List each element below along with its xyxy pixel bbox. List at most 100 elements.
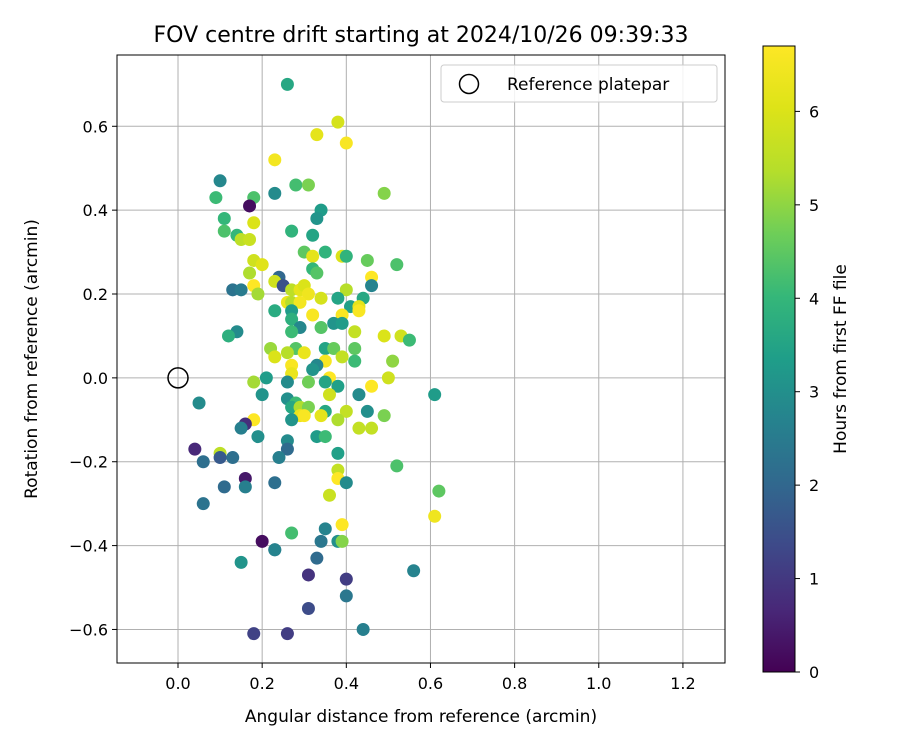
y-tick-label: 0.4 — [83, 201, 108, 220]
x-tick-label: 1.2 — [670, 674, 695, 693]
data-point — [243, 199, 257, 213]
data-point — [255, 388, 269, 402]
data-point — [259, 371, 273, 385]
data-point — [377, 186, 391, 200]
y-tick-label: −0.6 — [69, 620, 108, 639]
data-point — [268, 543, 282, 557]
data-point — [381, 371, 395, 385]
data-point — [297, 346, 311, 360]
data-point — [314, 534, 328, 548]
grid — [117, 55, 725, 663]
x-tick-label: 0.6 — [418, 674, 443, 693]
y-tick-label: −0.2 — [69, 453, 108, 472]
data-point — [301, 178, 315, 192]
colorbar-ticks: 0 1 2 3 4 5 6 — [795, 102, 819, 682]
data-point — [268, 350, 282, 364]
data-point — [196, 455, 210, 469]
data-point — [352, 304, 366, 318]
x-axis-label: Angular distance from reference (arcmin) — [245, 707, 597, 727]
data-point — [407, 564, 421, 578]
data-point — [360, 253, 374, 267]
data-point — [280, 375, 294, 389]
y-tick-label: 0.6 — [83, 117, 108, 136]
data-point — [301, 568, 315, 582]
data-point — [268, 186, 282, 200]
data-point — [285, 413, 299, 427]
data-point — [192, 396, 206, 410]
data-point — [255, 534, 269, 548]
data-point — [234, 283, 248, 297]
data-point — [301, 601, 315, 615]
data-point — [268, 153, 282, 167]
data-point — [268, 476, 282, 490]
chart-title: FOV centre drift starting at 2024/10/26 … — [154, 23, 689, 48]
data-point — [339, 283, 353, 297]
data-point — [280, 346, 294, 360]
data-point — [306, 228, 320, 242]
data-point — [251, 430, 265, 444]
data-point — [365, 379, 379, 393]
data-point — [222, 329, 236, 343]
data-point — [251, 287, 265, 301]
colorbar-tick-label: 4 — [809, 289, 819, 308]
data-point — [377, 409, 391, 423]
y-axis-label: Rotation from reference (arcmin) — [22, 219, 42, 499]
legend: Reference platepar — [440, 64, 718, 103]
plot-frame — [116, 54, 726, 664]
data-point — [217, 480, 231, 494]
legend-reference-marker-icon — [458, 73, 480, 95]
data-point — [243, 266, 257, 280]
data-point — [428, 509, 442, 523]
data-point — [339, 589, 353, 603]
data-point — [196, 497, 210, 511]
colorbar-tick-label: 6 — [809, 102, 819, 121]
data-point — [310, 128, 324, 142]
data-point — [314, 409, 328, 423]
data-point — [339, 136, 353, 150]
data-point — [213, 174, 227, 188]
scatter-points — [188, 77, 446, 641]
colorbar-tick-label: 0 — [809, 663, 819, 682]
colorbar-tick-label: 3 — [809, 383, 819, 402]
data-point — [293, 295, 307, 309]
data-point — [339, 476, 353, 490]
data-point — [301, 287, 315, 301]
data-point — [318, 430, 332, 444]
data-point — [318, 245, 332, 259]
data-point — [255, 258, 269, 272]
data-point — [339, 249, 353, 263]
data-point — [327, 342, 341, 356]
data-point — [238, 480, 252, 494]
legend-box — [440, 64, 718, 103]
data-point — [306, 308, 320, 322]
data-point — [335, 518, 349, 532]
data-point — [356, 622, 370, 636]
data-point — [318, 522, 332, 536]
legend-entry-reference-platepar: Reference platepar — [507, 75, 669, 95]
data-point — [268, 304, 282, 318]
data-point — [318, 375, 332, 389]
data-point — [365, 279, 379, 293]
data-point — [331, 379, 345, 393]
data-point — [226, 451, 240, 465]
data-point — [285, 526, 299, 540]
data-point — [335, 350, 349, 364]
data-point — [213, 451, 227, 465]
data-point — [289, 178, 303, 192]
y-tick-label: −0.4 — [69, 537, 108, 556]
data-point — [217, 212, 231, 226]
data-point — [360, 404, 374, 418]
x-tick-label: 0.2 — [249, 674, 274, 693]
data-point — [352, 388, 366, 402]
data-point — [339, 404, 353, 418]
data-point — [243, 232, 257, 246]
data-point — [280, 77, 294, 91]
colorbar-tick-label: 1 — [809, 570, 819, 589]
data-point — [331, 413, 345, 427]
colorbar-label: Hours from first FF file — [831, 264, 851, 454]
reference-platepar-marker — [167, 367, 189, 389]
data-point — [322, 488, 336, 502]
x-tick-label: 0.0 — [165, 674, 190, 693]
data-point — [234, 421, 248, 435]
